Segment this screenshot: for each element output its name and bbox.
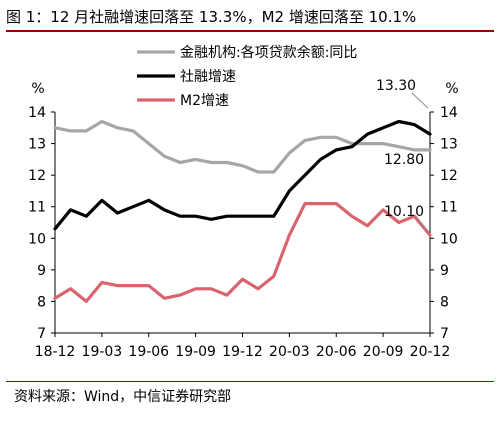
source-note: 资料来源：Wind，中信证券研究部 <box>14 389 232 405</box>
right-y-tick-label: 9 <box>440 263 449 279</box>
right-y-tick-label: 11 <box>440 200 458 216</box>
x-tick-label: 20-09 <box>363 344 404 360</box>
right-y-tick-label: 12 <box>440 168 458 184</box>
right-y-tick-label: 8 <box>440 294 449 310</box>
legend-item-social-financing-label: 社融增速 <box>180 69 236 85</box>
left-y-tick-label: 14 <box>28 105 46 121</box>
legend-item-m2-growth-label: M2增速 <box>180 93 229 109</box>
right-y-tick-label: 14 <box>440 105 458 121</box>
x-tick-label: 20-06 <box>316 344 357 360</box>
right-y-tick-label: 10 <box>440 231 458 247</box>
left-y-tick-label: 9 <box>37 263 46 279</box>
annotation-m2-growth-end: 10.10 <box>384 204 424 220</box>
right-y-axis-label: % <box>445 81 458 97</box>
footer-divider <box>6 381 494 382</box>
annotation-social-financing-end-leader <box>411 92 429 109</box>
left-y-tick-label: 10 <box>28 231 46 247</box>
x-tick-label: 19-12 <box>222 344 263 360</box>
left-y-tick-label: 11 <box>28 200 46 216</box>
left-y-tick-label: 7 <box>37 326 46 342</box>
x-tick-label: 20-12 <box>410 344 451 360</box>
left-y-tick-label: 8 <box>37 294 46 310</box>
x-tick-label: 20-03 <box>269 344 310 360</box>
social-financing-line <box>53 119 432 231</box>
annotation-m2-growth-end-leader <box>417 219 429 233</box>
x-tick-label: 19-09 <box>175 344 216 360</box>
left-y-tick-label: 13 <box>28 137 46 153</box>
left-y-axis-label: % <box>31 81 44 97</box>
left-y-tick-label: 12 <box>28 168 46 184</box>
loan-growth-line <box>53 119 432 174</box>
right-y-tick-label: 7 <box>440 326 449 342</box>
annotation-social-financing-end: 13.30 <box>376 78 416 94</box>
legend-item-loan-growth-label: 金融机构:各项贷款余额:同比 <box>180 44 357 61</box>
x-tick-label: 18-12 <box>35 344 76 360</box>
x-tick-label: 19-06 <box>128 344 169 360</box>
annotation-loan-growth-end: 12.80 <box>384 152 424 168</box>
m2-growth-line <box>53 202 432 303</box>
line-chart: 7 7 8 8 9 9 10 10 11 11 12 12 13 13 14 14% % 18-12 19-03 19… <box>28 44 458 360</box>
figure-title: 图 1：12 月社融增速回落至 13.3%，M2 增速回落至 10.1% <box>6 4 494 32</box>
x-tick-label: 19-03 <box>82 344 123 360</box>
right-y-tick-label: 13 <box>440 137 458 153</box>
